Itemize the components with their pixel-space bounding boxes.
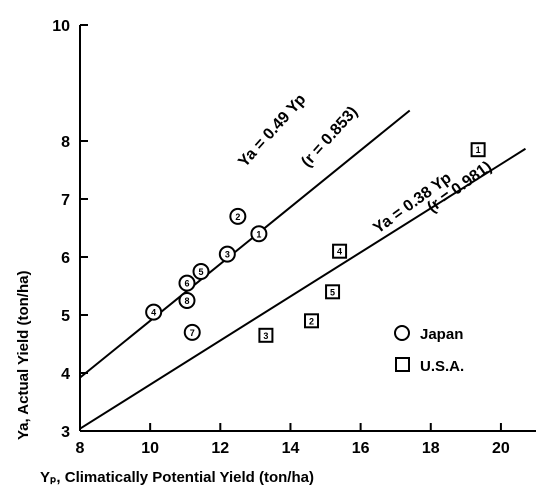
legend-usa-marker xyxy=(395,357,410,372)
point-label: 1 xyxy=(476,145,481,155)
point-label: 6 xyxy=(184,279,189,289)
point-marker-circle xyxy=(183,323,201,341)
fit-line-japan xyxy=(79,109,411,379)
point-marker-circle xyxy=(192,263,210,280)
legend: Japan U.S.A. xyxy=(394,325,464,375)
point-usa-2: 2 xyxy=(304,313,320,329)
point-label: 4 xyxy=(151,308,156,318)
point-marker-circle xyxy=(178,292,196,309)
point-marker-square xyxy=(258,327,274,343)
point-marker-square xyxy=(325,284,341,300)
x-tick-label: 20 xyxy=(492,440,510,457)
fit-labels: Ya = 0.49 Yp (r = 0.853) Ya = 0.38 Yp (r… xyxy=(235,91,495,237)
legend-japan-marker xyxy=(394,325,410,341)
point-marker-circle xyxy=(145,303,163,321)
x-tick-label: 16 xyxy=(352,440,370,457)
y-axis-title: Ya, Actual Yield (ton/ha) xyxy=(15,271,32,440)
x-tick-label: 10 xyxy=(141,440,159,457)
fit-line-usa xyxy=(79,147,527,430)
x-tick-label: 18 xyxy=(422,440,440,457)
point-label: 1 xyxy=(256,229,261,239)
point-japan-3: 3 xyxy=(218,245,236,263)
point-label: 3 xyxy=(225,250,230,260)
point-marker-square xyxy=(332,243,348,259)
x-tick-label: 14 xyxy=(282,440,300,457)
point-label: 3 xyxy=(263,331,268,341)
point-japan-2: 2 xyxy=(229,207,247,225)
point-label: 5 xyxy=(199,267,204,277)
point-usa-3: 3 xyxy=(258,327,274,343)
point-label: 8 xyxy=(184,296,189,306)
point-japan-1: 1 xyxy=(250,225,268,243)
legend-usa-label: U.S.A. xyxy=(420,358,464,375)
y-tick-label: 6 xyxy=(61,250,70,267)
x-tick-label: 12 xyxy=(211,440,229,457)
legend-japan-label: Japan xyxy=(420,326,463,343)
point-japan-8: 8 xyxy=(178,292,196,309)
point-label: 7 xyxy=(190,328,195,338)
point-usa-1: 1 xyxy=(470,142,486,158)
point-label: 5 xyxy=(330,287,335,297)
point-label: 2 xyxy=(235,212,240,222)
point-marker-circle xyxy=(178,274,196,292)
x-axis-title: Yₚ, Climatically Potential Yield (ton/ha… xyxy=(40,469,314,486)
y-tick-label: 7 xyxy=(61,192,70,209)
y-tick-label: 8 xyxy=(61,134,70,151)
point-japan-5: 5 xyxy=(192,263,210,280)
point-japan-6: 6 xyxy=(178,274,196,292)
point-marker-circle xyxy=(250,225,268,243)
point-label: 4 xyxy=(337,247,342,257)
fit-r-japan: (r = 0.853) xyxy=(298,103,361,170)
point-usa-5: 5 xyxy=(325,284,341,300)
y-tick-label: 4 xyxy=(61,366,70,383)
point-marker-circle xyxy=(218,245,236,263)
point-japan-4: 4 xyxy=(145,303,163,321)
point-label: 2 xyxy=(309,316,314,326)
y-tick-label: 5 xyxy=(61,308,70,325)
point-marker-square xyxy=(470,142,486,158)
point-japan-7: 7 xyxy=(183,323,201,341)
y-tick-label: 10 xyxy=(52,18,70,35)
y-tick-label: 3 xyxy=(61,424,70,441)
point-marker-circle xyxy=(229,207,247,225)
axes xyxy=(79,25,536,432)
point-usa-4: 4 xyxy=(332,243,348,259)
point-marker-square xyxy=(304,313,320,329)
fit-lines xyxy=(79,109,527,430)
x-tick-label: 8 xyxy=(76,440,85,457)
